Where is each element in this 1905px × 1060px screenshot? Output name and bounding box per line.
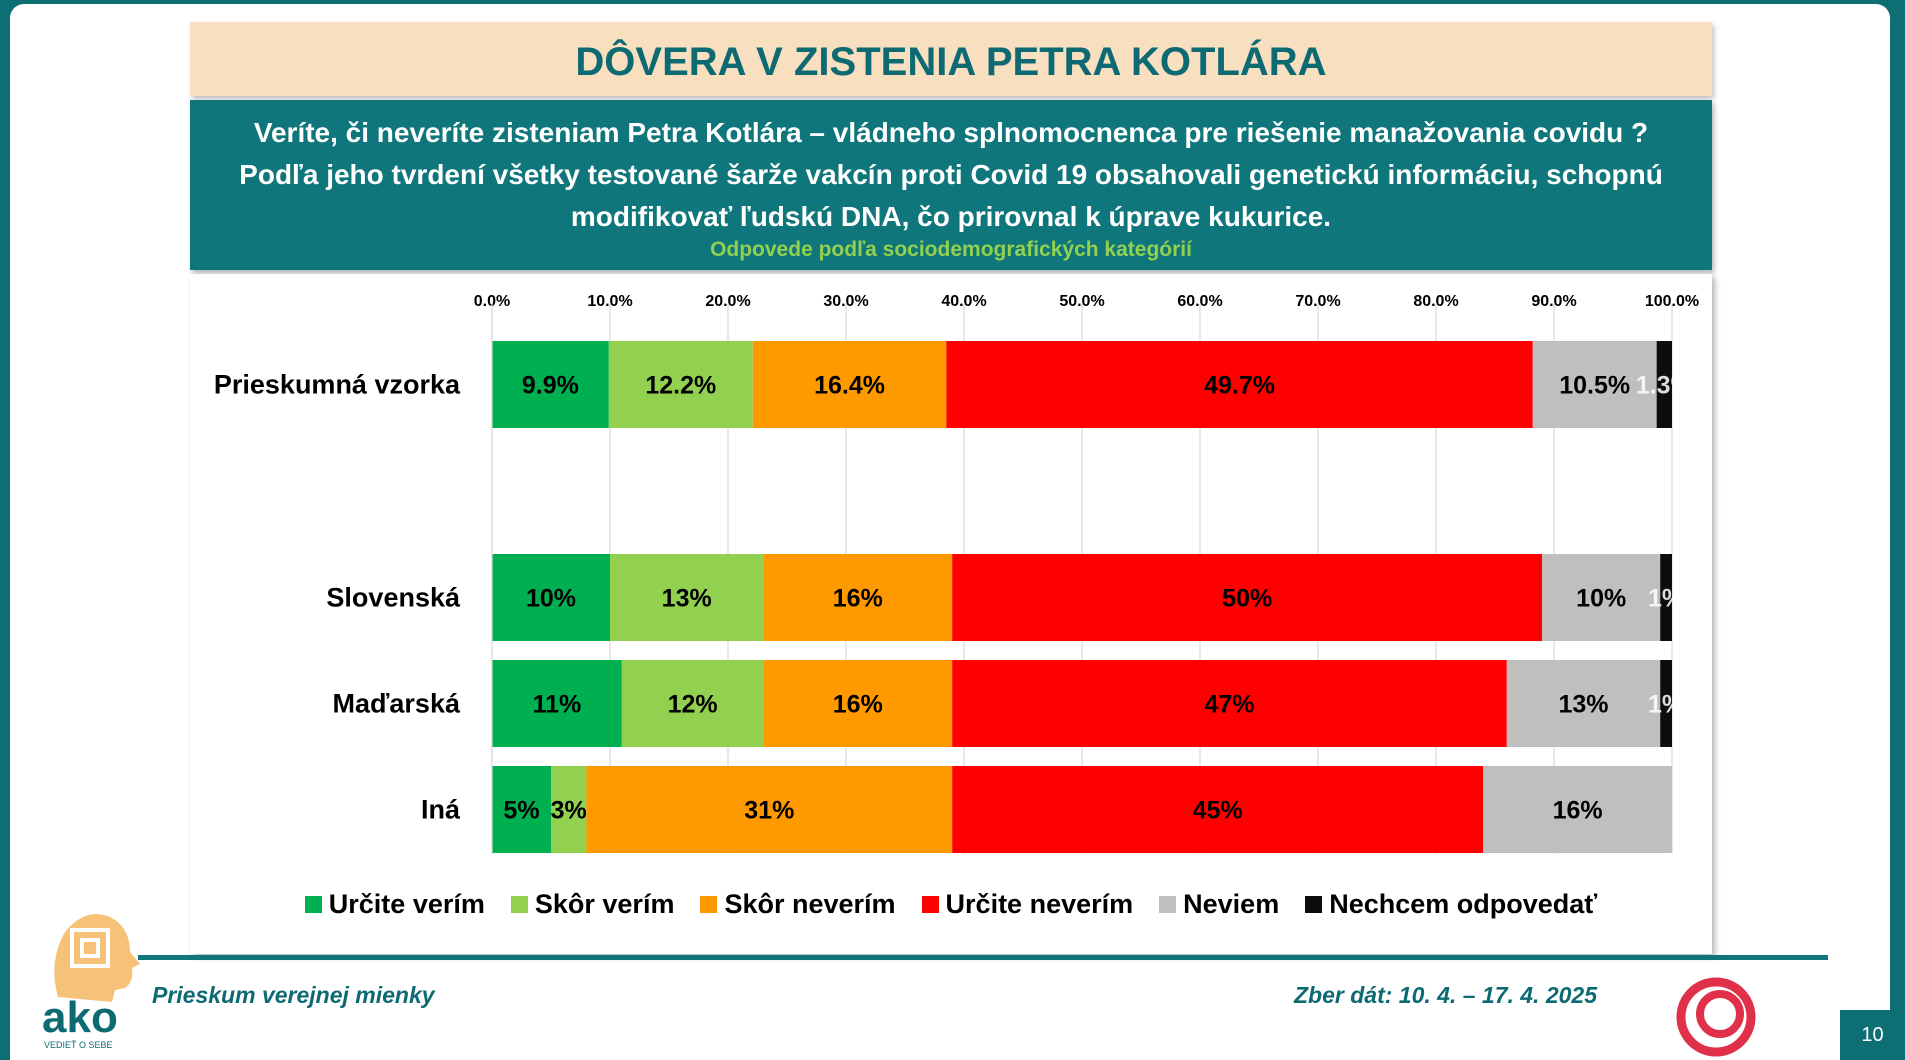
legend-swatch: [304, 896, 322, 913]
question-text: Veríte, či neveríte zisteniam Petra Kotl…: [239, 117, 1663, 232]
data-label: 47%: [1204, 691, 1254, 719]
page-title: DÔVERA V ZISTENIA PETRA KOTLÁRA: [575, 40, 1327, 84]
data-label: 16%: [1553, 797, 1603, 825]
data-label: 9.9%: [522, 372, 579, 400]
data-label: 12.2%: [645, 372, 716, 400]
data-label: 5%: [503, 797, 539, 825]
category-label: Prieskumná vzorka: [214, 370, 461, 400]
legend-item: Skôr neverím: [700, 889, 896, 920]
bar-segment: [952, 660, 1507, 747]
legend-label: Skôr verím: [534, 889, 675, 919]
bar-segment: [1483, 766, 1672, 853]
legend-item: Určite neverím: [921, 889, 1134, 920]
title-bar: DÔVERA V ZISTENIA PETRA KOTLÁRA: [190, 22, 1712, 96]
legend-label: Určite neverím: [945, 889, 1134, 919]
legend-item: Neviem: [1159, 889, 1279, 920]
bar-segment: [608, 341, 753, 428]
data-label: 50%: [1222, 585, 1272, 613]
x-tick-label: 100.0%: [1645, 293, 1699, 310]
data-label: 10%: [1576, 585, 1626, 613]
bar-segment: [621, 660, 764, 747]
bar-segment: [586, 766, 953, 853]
chart-panel: 0.0% 10.0% 20.0% 30.0% 40.0% 50.0% 60.0% 70.0% 8…: [190, 274, 1712, 954]
category-label: Iná: [421, 795, 461, 825]
question-box: Veríte, či neveríte zisteniam Petra Kotl…: [190, 100, 1712, 270]
footer-survey-label: Prieskum verejnej mienky: [152, 982, 435, 1008]
data-label: 10.5%: [1559, 372, 1630, 400]
ako-logo-icon: ako VEDIEŤ O SEBE: [42, 914, 140, 1050]
data-label: 16%: [833, 691, 883, 719]
x-tick-label: 30.0%: [823, 293, 868, 310]
legend-label: Neviem: [1183, 889, 1280, 919]
ako-logo-tagline: VEDIEŤ O SEBE: [44, 1040, 113, 1050]
bar-segment: [763, 660, 953, 747]
bar-segment: [492, 766, 551, 853]
data-label: 10%: [526, 585, 576, 613]
legend-item: Skôr verím: [510, 889, 675, 920]
bar-segment: [1532, 341, 1657, 428]
chart-subtitle: Odpovede podľa sociodemografických kateg…: [710, 238, 1192, 261]
bar-segment: [1656, 341, 1672, 428]
footer-divider: [138, 955, 1828, 960]
data-label: 12%: [668, 691, 718, 719]
x-tick-label: 90.0%: [1531, 293, 1576, 310]
legend-swatch: [921, 896, 939, 913]
x-tick-label: 40.0%: [941, 293, 986, 310]
category-label: Slovenská: [326, 583, 461, 613]
ako-logo-text: ako: [42, 993, 118, 1042]
x-tick-label: 60.0%: [1177, 293, 1222, 310]
bar-segment: [492, 554, 610, 641]
data-label: 13%: [662, 585, 712, 613]
data-label: 1.3%: [1636, 372, 1693, 400]
x-tick-label: 0.0%: [474, 293, 510, 310]
bar-segment: [946, 341, 1533, 428]
data-label: 1%: [1648, 585, 1684, 613]
data-label: 11%: [533, 691, 582, 719]
bar-segment: [763, 554, 953, 641]
data-label: 13%: [1558, 691, 1608, 719]
bar-segment: [492, 660, 622, 747]
stacked-bar-chart: 0.0% 10.0% 20.0% 30.0% 40.0% 50.0% 60.0% 70.0% 8…: [214, 293, 1699, 854]
data-label: 1%: [1648, 691, 1684, 719]
legend-swatch: [700, 896, 718, 913]
bar-segment: [551, 766, 587, 853]
legend-label: Určite verím: [328, 889, 485, 919]
footer-collection-date: Zber dát: 10. 4. – 17. 4. 2025: [1294, 982, 1597, 1008]
legend-swatch: [1159, 896, 1177, 913]
bar-segment: [1660, 660, 1672, 747]
x-tick-label: 70.0%: [1295, 293, 1340, 310]
bar-segment: [952, 554, 1543, 641]
data-label: 16%: [833, 585, 883, 613]
legend-item: Určite verím: [304, 889, 485, 920]
legend-label: Skôr neverím: [724, 889, 896, 919]
x-tick-label: 50.0%: [1059, 293, 1104, 310]
data-label: 45%: [1193, 797, 1243, 825]
page-number: 10: [1840, 1010, 1905, 1060]
x-tick-label: 10.0%: [587, 293, 632, 310]
x-tick-label: 80.0%: [1413, 293, 1458, 310]
chart-legend: Určite verím Skôr verím Skôr neverím Určite…: [190, 889, 1712, 920]
bar-segment: [1660, 554, 1672, 641]
data-label: 49.7%: [1204, 372, 1275, 400]
x-tick-label: 20.0%: [705, 293, 750, 310]
data-label: 3%: [551, 797, 587, 825]
bar-segment: [752, 341, 947, 428]
bar-segment: [492, 341, 609, 428]
bar-segment: [1542, 554, 1661, 641]
bar-segment: [610, 554, 764, 641]
legend-swatch: [1305, 896, 1323, 913]
spiral-logo-icon: [1676, 977, 1756, 1057]
data-label: 16.4%: [814, 372, 885, 400]
data-label: 31%: [744, 797, 794, 825]
bar-segment: [952, 766, 1484, 853]
legend-item: Nechcem odpovedať: [1305, 889, 1597, 920]
legend-swatch: [510, 896, 528, 913]
bar-segment: [1506, 660, 1661, 747]
category-label: Maďarská: [333, 689, 461, 719]
slide: DÔVERA V ZISTENIA PETRA KOTLÁRA Veríte, …: [10, 4, 1890, 1060]
legend-label: Nechcem odpovedať: [1329, 889, 1598, 919]
